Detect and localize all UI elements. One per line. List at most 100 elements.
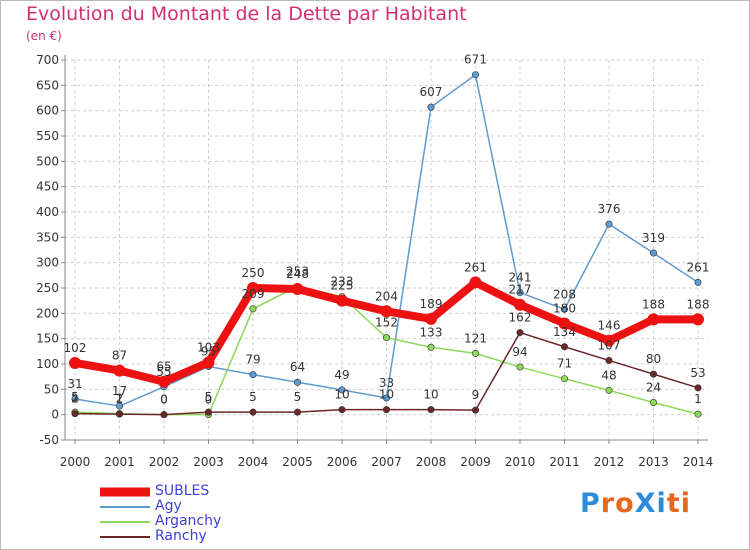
y-tick-label: 700 <box>36 53 59 67</box>
data-label-arganchy: 133 <box>420 325 443 339</box>
data-point-subles <box>380 305 393 318</box>
data-label-arganchy: 0 <box>205 393 213 407</box>
legend-label: Agy <box>155 498 182 514</box>
data-label-arganchy: 253 <box>286 264 309 278</box>
x-tick-label: 2005 <box>282 455 313 469</box>
x-tick-label: 2002 <box>149 455 180 469</box>
x-tick-label: 2008 <box>416 455 447 469</box>
data-point-arganchy <box>694 410 702 418</box>
data-point-ranchy <box>71 410 79 418</box>
data-point-agy <box>649 249 657 257</box>
x-tick-label: 2011 <box>549 455 580 469</box>
x-tick-label: 2004 <box>238 455 269 469</box>
data-point-ranchy <box>382 406 390 414</box>
data-label-arganchy: 233 <box>331 275 354 289</box>
data-label-subles: 189 <box>420 297 443 311</box>
data-label-arganchy: 48 <box>601 368 616 382</box>
data-label-arganchy: 1 <box>694 392 702 406</box>
data-point-ranchy <box>338 406 346 414</box>
x-tick-label: 2013 <box>638 455 669 469</box>
data-label-agy: 95 <box>201 345 216 359</box>
data-label-subles: 188 <box>642 297 665 311</box>
data-point-subles <box>69 356 81 369</box>
data-label-ranchy: 5 <box>205 390 213 404</box>
data-point-ranchy <box>160 411 168 419</box>
data-point-agy <box>605 220 613 228</box>
data-label-ranchy: 162 <box>509 311 532 325</box>
legend-swatch <box>100 487 150 496</box>
data-label-ranchy: 9 <box>472 388 480 402</box>
y-tick-label: 650 <box>36 78 59 92</box>
y-tick-label: 50 <box>44 382 59 396</box>
data-point-arganchy <box>382 334 390 342</box>
data-label-agy: 49 <box>334 368 349 382</box>
data-label-subles: 204 <box>375 289 398 303</box>
data-point-agy <box>516 289 524 297</box>
data-label-ranchy: 134 <box>553 325 576 339</box>
data-label-subles: 102 <box>64 341 87 355</box>
data-point-subles <box>336 294 348 307</box>
data-point-agy <box>382 394 390 402</box>
data-point-subles <box>514 298 526 311</box>
data-label-arganchy: 0 <box>160 393 168 407</box>
data-label-arganchy: 5 <box>71 390 79 404</box>
data-label-ranchy: 10 <box>379 388 394 402</box>
y-tick-label: 350 <box>36 230 59 244</box>
legend-label: Arganchy <box>155 513 222 529</box>
legend-label: Ranchy <box>155 528 207 544</box>
x-tick-label: 2000 <box>60 455 91 469</box>
data-point-agy <box>71 395 79 403</box>
x-tick-label: 2012 <box>594 455 625 469</box>
data-point-arganchy <box>471 349 479 357</box>
y-tick-label: 300 <box>36 256 59 270</box>
data-label-arganchy: 94 <box>512 345 527 359</box>
data-label-subles: 250 <box>242 266 265 280</box>
data-label-ranchy: 10 <box>334 388 349 402</box>
data-label-subles: 87 <box>112 349 127 363</box>
chart-title: Evolution du Montant de la Dette par Hab… <box>26 3 467 25</box>
data-label-agy: 64 <box>290 360 305 374</box>
data-point-subles <box>291 283 304 296</box>
y-tick-label: -50 <box>39 433 59 447</box>
y-tick-label: 0 <box>51 408 59 422</box>
legend-swatch <box>100 505 150 508</box>
data-label-ranchy: 53 <box>690 366 705 380</box>
data-point-arganchy <box>427 343 435 351</box>
data-label-ranchy: 2 <box>71 392 79 406</box>
data-label-agy: 607 <box>420 85 443 99</box>
data-point-ranchy <box>471 406 479 414</box>
data-point-agy <box>694 278 702 286</box>
y-tick-label: 450 <box>36 180 59 194</box>
data-point-ranchy <box>649 370 657 378</box>
data-point-agy <box>249 371 257 379</box>
data-label-arganchy: 152 <box>375 316 398 330</box>
data-point-arganchy <box>605 386 613 394</box>
y-tick-label: 600 <box>36 104 59 118</box>
data-point-ranchy <box>205 408 213 416</box>
data-point-agy <box>560 305 568 313</box>
data-label-ranchy: 107 <box>598 338 621 352</box>
data-point-subles <box>158 375 170 388</box>
data-label-agy: 31 <box>67 377 82 391</box>
data-label-arganchy: 24 <box>646 381 661 395</box>
chart-subtitle: (en €) <box>26 29 62 43</box>
data-point-arganchy <box>516 363 524 371</box>
data-label-ranchy: 5 <box>249 390 257 404</box>
data-point-ranchy <box>293 408 301 416</box>
data-label-subles: 225 <box>331 279 354 293</box>
data-point-subles <box>647 313 660 326</box>
data-label-ranchy: 5 <box>294 390 302 404</box>
data-label-agy: 208 <box>553 287 576 301</box>
x-tick-label: 2014 <box>683 455 714 469</box>
y-tick-label: 150 <box>36 332 59 346</box>
y-tick-label: 550 <box>36 129 59 143</box>
data-label-ranchy: 80 <box>646 352 661 366</box>
data-point-arganchy <box>560 375 568 383</box>
data-point-ranchy <box>605 356 613 364</box>
data-label-ranchy: 0 <box>160 393 168 407</box>
x-tick-label: 2009 <box>460 455 491 469</box>
x-tick-label: 2010 <box>505 455 536 469</box>
data-label-agy: 671 <box>464 53 487 67</box>
